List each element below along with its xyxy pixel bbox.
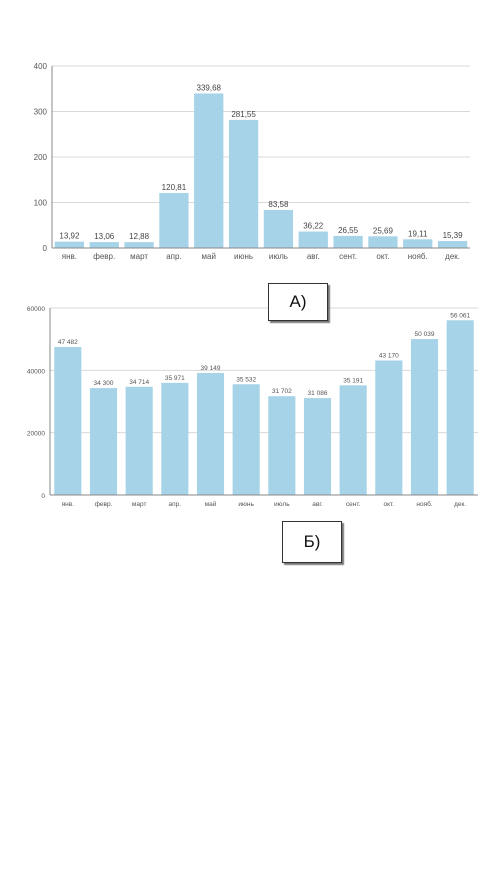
chart-b-data-label: 34 714 [129, 379, 149, 386]
chart-a-data-label: 13,92 [59, 232, 80, 241]
chart-b-category-label: авг. [312, 501, 323, 508]
chart-b-bar [125, 386, 153, 495]
chart-b-data-label: 50 039 [415, 331, 435, 338]
chart-b-ytick-label: 40000 [27, 368, 45, 375]
chart-a-ytick-label: 300 [34, 108, 48, 117]
chart-b-data-label: 34 300 [94, 380, 114, 387]
chart-b-category-label: февр. [95, 501, 113, 508]
chart-b-data-label: 35 532 [236, 376, 256, 383]
chart-a-data-label: 26,55 [338, 226, 359, 235]
chart-a-bar [333, 235, 363, 248]
chart-a-category-label: июль [269, 252, 288, 261]
chart-a-bar [437, 240, 468, 248]
chart-a-data-label: 36,22 [303, 222, 324, 231]
chart-a-category-label: авг. [307, 252, 320, 261]
chart-a-category-label: апр. [166, 252, 181, 261]
chart-b-category-label: дек. [454, 501, 466, 508]
chart-a-data-label: 12,88 [129, 232, 150, 241]
chart-a-data-label: 15,39 [443, 231, 464, 240]
chart-a-category-label: янв. [62, 252, 77, 261]
chart-a-data-label: 83,58 [268, 200, 289, 209]
chart-b-data-label: 31 086 [308, 390, 328, 397]
chart-b-bar [161, 382, 189, 495]
chart-a-category-label: март [130, 252, 148, 261]
chart-a-data-label: 13,06 [94, 232, 115, 241]
chart-a-data-label: 339,68 [197, 83, 222, 92]
chart-b-data-label: 39 149 [201, 365, 221, 372]
chart-a-ytick-label: 100 [34, 199, 48, 208]
chart-b-ytick-label: 0 [41, 493, 45, 500]
chart-b-bar [375, 360, 403, 495]
chart-b-category-label: июнь [238, 501, 254, 508]
chart-b-data-label: 35 191 [343, 377, 363, 384]
chart-b-data-label: 31 702 [272, 388, 292, 395]
chart-b-category-label: март [132, 501, 147, 508]
chart-a-bar [124, 242, 154, 248]
chart-a-category-label: сент. [339, 252, 357, 261]
chart-a-bar [54, 241, 85, 248]
chart-b-category-label: апр. [169, 501, 182, 508]
chart-b-data-label: 35 971 [165, 375, 185, 382]
chart-a-category-label: дек. [445, 252, 460, 261]
chart-b-category-label: янв. [62, 501, 75, 508]
chart-a-bar [228, 119, 259, 249]
chart-a-bar [368, 236, 398, 248]
chart-a-category-label: февр. [93, 252, 115, 261]
chart-b-category-label: май [205, 500, 217, 508]
chart-a-ytick-label: 200 [34, 153, 48, 162]
chart-a-label: А) [268, 283, 328, 321]
chart-a-category-label: май [202, 252, 216, 261]
chart-a-bar [89, 242, 119, 248]
chart-b-data-label: 47 482 [58, 339, 78, 346]
chart-b-bar [410, 339, 439, 495]
chart-b-ytick-label: 60000 [27, 306, 45, 313]
chart-a-ytick-label: 400 [34, 62, 48, 71]
chart-b-bar [54, 347, 82, 495]
chart-a-data-label: 19,11 [408, 229, 428, 238]
chart-b-data-label: 56 061 [450, 312, 470, 319]
chart-b-bar [232, 384, 260, 495]
chart-a-bar [403, 239, 433, 248]
chart-a-bar [298, 231, 328, 248]
chart-b-bar [268, 396, 296, 495]
chart-a-bar [263, 209, 294, 248]
chart-a-data-label: 281,55 [231, 110, 256, 119]
chart-b-bar [196, 372, 225, 495]
chart-b-category-label: окт. [384, 501, 395, 508]
chart-b-bar [339, 385, 367, 495]
chart-b-category-label: нояб. [416, 500, 432, 508]
chart-b-bar [446, 320, 474, 495]
chart-a-ytick-label: 0 [43, 244, 48, 253]
chart-b-ytick-label: 20000 [27, 431, 45, 438]
chart-a-bar [159, 193, 189, 248]
chart-b-data-label: 43 170 [379, 352, 399, 359]
chart-a-data-label: 120,81 [162, 183, 187, 192]
chart-a-category-label: нояб. [408, 252, 428, 261]
chart-b-bar [89, 388, 118, 495]
chart-a-data-label: 25,69 [373, 226, 394, 235]
chart-a-category-label: июнь [234, 252, 253, 261]
chart-a-category-label: окт. [376, 252, 389, 261]
chart-b-label: Б) [282, 521, 342, 563]
chart-b-category-label: сент. [346, 501, 361, 508]
chart-b-category-label: июль [274, 501, 290, 508]
chart-b-bar [303, 398, 332, 495]
chart-a-bar [194, 93, 224, 248]
